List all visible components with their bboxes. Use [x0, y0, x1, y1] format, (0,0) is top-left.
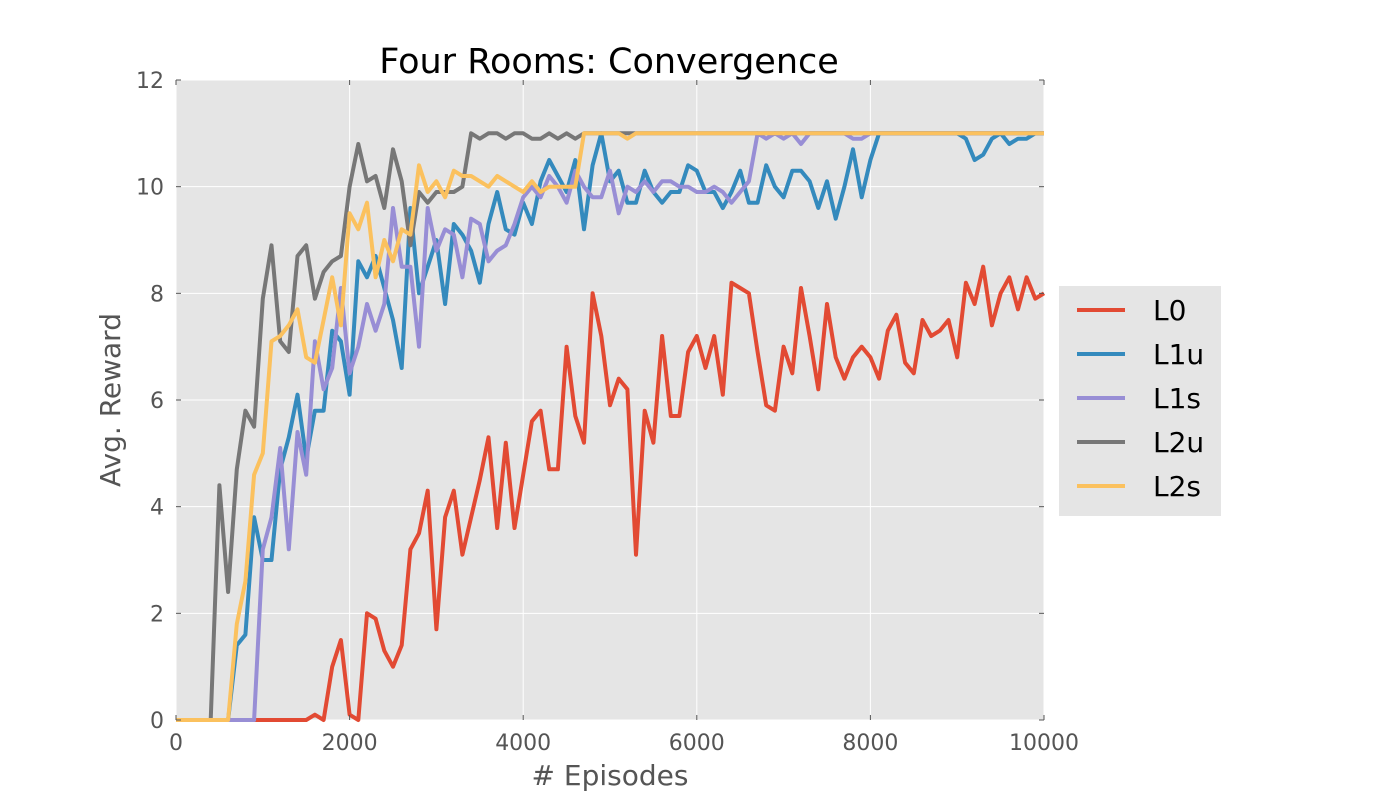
legend-label-l2s: L2s — [1153, 470, 1201, 503]
legend-label-l1s: L1s — [1153, 382, 1201, 415]
x-tick-label: 2000 — [322, 731, 378, 756]
x-tick-label: 8000 — [842, 731, 898, 756]
series-lines — [176, 131, 1046, 722]
x-tick-label: 6000 — [669, 731, 725, 756]
y-tick-label: 0 — [150, 709, 164, 734]
x-tick-label: 0 — [169, 731, 183, 756]
y-axis-label: Avg. Reward — [94, 313, 127, 487]
axis-ticks: 0 2000 4000 6000 8000 10000 0 2 4 6 8 10 12 — [136, 69, 1079, 756]
series-line-l0 — [176, 264, 1046, 722]
legend-label-l1u: L1u — [1153, 338, 1204, 371]
y-tick-label: 8 — [150, 282, 164, 307]
legend-label-l0: L0 — [1153, 294, 1186, 327]
y-tick-label: 2 — [150, 602, 164, 627]
legend: L0 L1u L1s L2u L2s — [1059, 286, 1221, 516]
legend-label-l2u: L2u — [1153, 426, 1204, 459]
series-line-l2s — [176, 131, 1044, 722]
y-tick-label: 4 — [150, 496, 164, 521]
y-tick-label: 10 — [136, 176, 164, 201]
x-tick-label: 10000 — [1009, 731, 1079, 756]
x-axis-label: # Episodes — [532, 759, 689, 792]
y-tick-label: 6 — [150, 389, 164, 414]
y-tick-label: 12 — [136, 69, 164, 94]
legend-box — [1059, 286, 1221, 516]
x-tick-label: 4000 — [495, 731, 551, 756]
chart-title: Four Rooms: Convergence — [379, 42, 839, 82]
